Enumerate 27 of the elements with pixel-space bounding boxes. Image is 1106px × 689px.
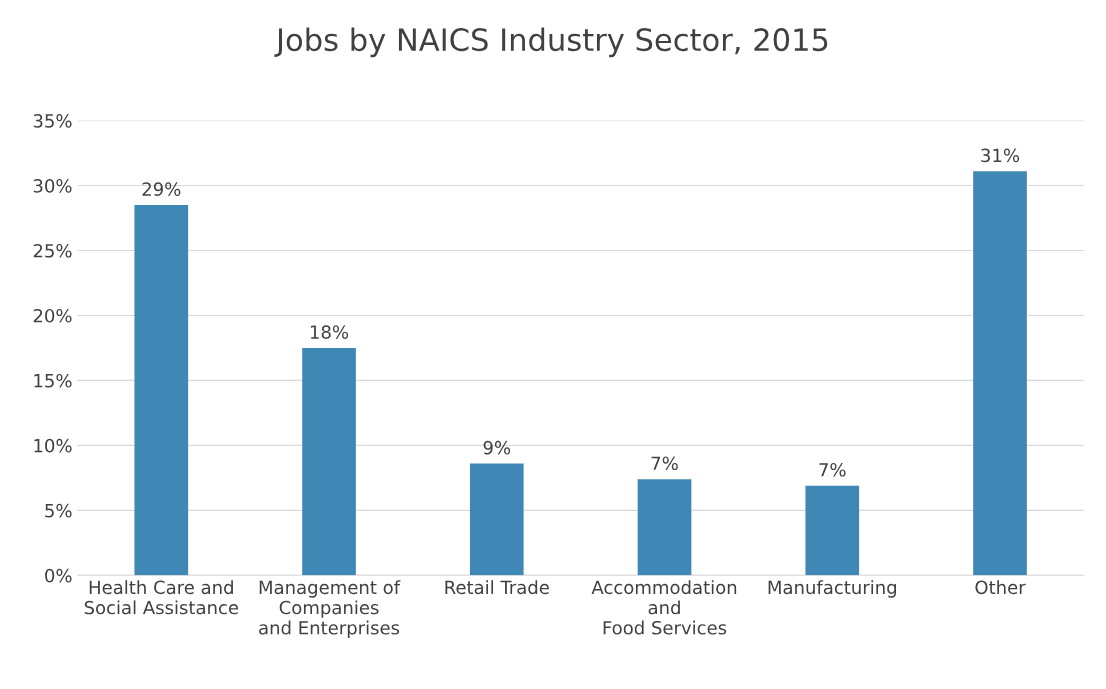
y-tick-label: 15% — [34, 373, 72, 388]
bar — [469, 463, 524, 576]
x-tick-label: Other — [975, 580, 1026, 595]
x-tick-label: Management of Companies and Enterprises — [259, 580, 401, 639]
data-label: 9% — [483, 440, 511, 455]
bar — [134, 205, 189, 576]
y-tick-label: 5% — [45, 503, 72, 518]
x-tick-label: Retail Trade — [445, 580, 549, 595]
y-tick-label: 35% — [33, 114, 72, 128]
bar — [805, 485, 860, 576]
bar — [302, 347, 356, 576]
y-tick-label: 20% — [33, 308, 72, 323]
x-tick-label: Accommodation and Food Services — [591, 580, 737, 635]
bar — [973, 171, 1027, 576]
y-tick-label: 0% — [45, 568, 72, 583]
data-label: 29% — [142, 182, 181, 196]
data-label: 7% — [651, 456, 678, 471]
data-label: 7% — [819, 462, 846, 477]
bar — [637, 479, 692, 576]
data-label: 31% — [981, 148, 1020, 163]
data-label: 18% — [310, 325, 349, 339]
x-tick-label: Health Care and Social Assistance — [84, 580, 239, 615]
y-tick-label: 25% — [33, 243, 72, 258]
y-tick-label: 30% — [33, 179, 72, 193]
y-tick-label: 10% — [34, 438, 72, 453]
x-tick-label: Manufacturing — [768, 580, 896, 598]
chart-title: Jobs by NAICS Industry Sector, 2015 — [274, 27, 828, 58]
